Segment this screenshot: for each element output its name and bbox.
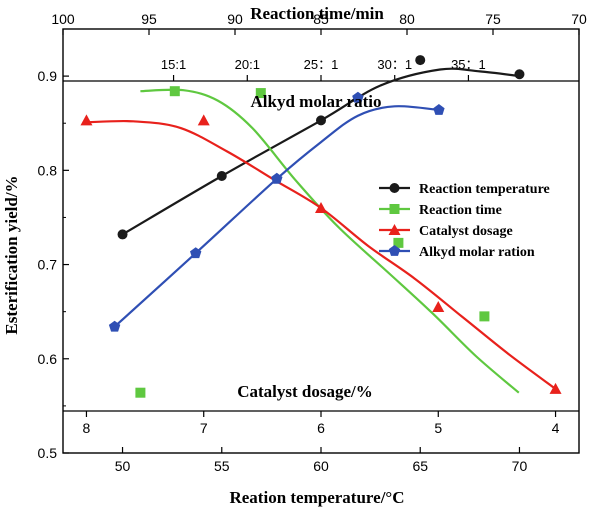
- legend-label-3: Alkyd molar ration: [419, 245, 535, 260]
- top-axis-title: Reaction time/min: [250, 4, 384, 23]
- top-tick-label: 75: [485, 11, 501, 27]
- data-point-s1-4: [135, 387, 146, 398]
- data-point-s1-1: [255, 88, 266, 99]
- top-tick-label: 85: [313, 11, 329, 27]
- series-line-0: [121, 67, 520, 236]
- data-point-s2-1: [197, 114, 210, 126]
- data-point-s1-0: [169, 86, 180, 97]
- data-point-s2-3: [432, 300, 445, 312]
- catalyst-tick-label: 7: [200, 420, 208, 436]
- data-point-s3-4: [433, 104, 445, 115]
- bottom-axis-title: Reation temperature/°C: [229, 488, 404, 507]
- y-tick-label: 0.9: [38, 68, 58, 84]
- data-point-s1-3: [479, 311, 490, 322]
- legend-label-0: Reaction temperature: [419, 182, 550, 197]
- ratio-tick-label: 20:1: [235, 57, 260, 72]
- catalyst-tick-label: 6: [317, 420, 325, 436]
- ratio-axis-title: Alkyd molar ratio: [251, 92, 382, 111]
- data-point-s2-4: [549, 382, 562, 394]
- legend-marker-2: [388, 224, 401, 235]
- ratio-tick-label: 15:1: [161, 57, 186, 72]
- top-tick-label: 100: [51, 11, 75, 27]
- top-tick-label: 95: [141, 11, 157, 27]
- y-tick-label: 0.7: [38, 257, 58, 273]
- data-point-s3-2: [271, 172, 283, 184]
- data-point-s0-1: [216, 170, 227, 181]
- catalyst-tick-label: 4: [552, 420, 560, 436]
- top-tick-label: 90: [227, 11, 243, 27]
- ratio-tick-label: 30：1: [377, 57, 412, 72]
- legend-label-1: Reaction time: [419, 203, 502, 218]
- bottom-tick-label: 65: [412, 458, 428, 474]
- top-tick-label: 70: [571, 11, 587, 27]
- y-axis-title: Esterification yield/%: [2, 175, 21, 334]
- y-tick-label: 0.6: [38, 351, 58, 367]
- bottom-tick-label: 55: [214, 458, 230, 474]
- catalyst-tick-label: 5: [434, 420, 442, 436]
- bottom-tick-label: 70: [512, 458, 528, 474]
- data-point-s3-1: [190, 247, 202, 259]
- top-tick-label: 80: [399, 11, 415, 27]
- data-point-s2-2: [315, 202, 327, 214]
- data-point-s0-3: [415, 55, 426, 66]
- data-point-s3-3: [352, 91, 364, 103]
- catalyst-tick-label: 8: [83, 420, 91, 436]
- legend-marker-1: [389, 204, 400, 214]
- data-point-s0-0: [117, 229, 128, 240]
- legend-marker-0: [389, 183, 400, 193]
- data-point-s2-0: [80, 114, 93, 126]
- data-point-s0-4: [514, 69, 525, 80]
- y-tick-label: 0.5: [38, 445, 58, 461]
- data-point-s3-0: [108, 320, 121, 332]
- ratio-tick-label: 25：1: [304, 57, 339, 72]
- y-tick-label: 0.8: [38, 162, 58, 178]
- catalyst-axis-title: Catalyst dosage/%: [237, 382, 373, 401]
- legend-marker-3: [388, 245, 401, 256]
- legend-label-2: Catalyst dosage: [419, 224, 513, 239]
- bottom-tick-label: 50: [115, 458, 131, 474]
- data-point-s1-2: [393, 237, 404, 248]
- series-line-3: [113, 105, 439, 328]
- data-point-s0-2: [316, 115, 326, 126]
- bottom-tick-label: 60: [313, 458, 329, 474]
